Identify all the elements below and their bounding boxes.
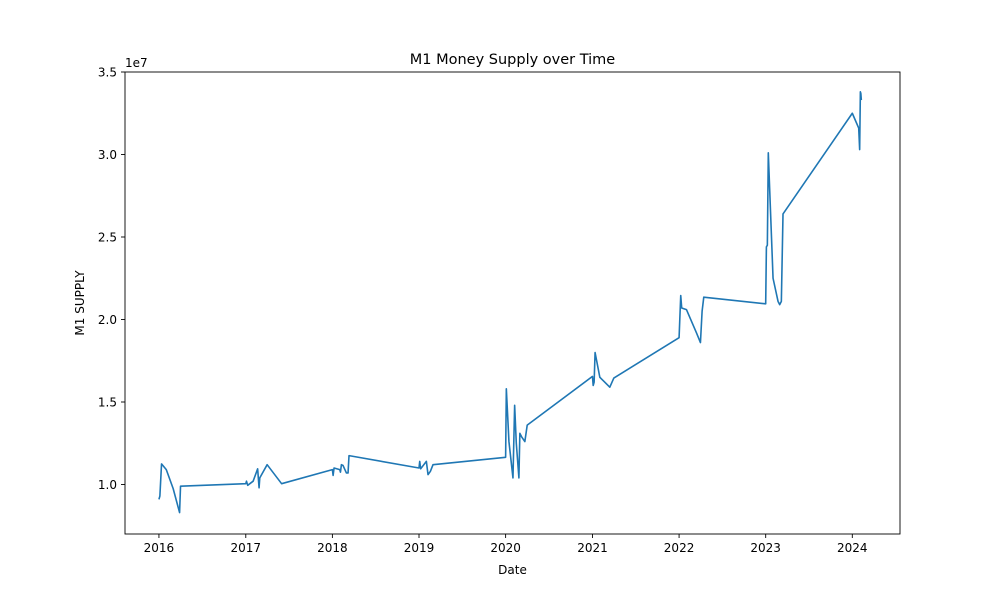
x-tick-label: 2023 [750, 541, 781, 555]
x-tick-label: 2024 [837, 541, 868, 555]
plot-area [125, 72, 900, 534]
y-tick-label: 1.0 [98, 478, 117, 492]
y-axis-label: M1 SUPPLY [73, 270, 87, 336]
series-line [158, 91, 863, 514]
x-tick-label: 2018 [317, 541, 348, 555]
chart-title: M1 Money Supply over Time [410, 52, 616, 68]
y-tick-label: 2.5 [98, 231, 117, 245]
x-tick-label: 2019 [404, 541, 435, 555]
x-axis-label: Date [498, 563, 527, 577]
y-tick-label: 2.0 [98, 313, 117, 327]
x-tick-label: 2016 [144, 541, 175, 555]
x-tick-label: 2017 [231, 541, 262, 555]
x-axis: 2016 2017 2018 2019 2020 2021 2022 2023 2024 [144, 534, 868, 555]
y-tick-label: 1.5 [98, 396, 117, 410]
y-axis: 1.0 1.5 2.0 2.5 3.0 3.5 [98, 66, 125, 492]
y-scale-label: 1e7 [125, 56, 148, 70]
y-tick-label: 3.0 [98, 148, 117, 162]
x-tick-label: 2022 [664, 541, 695, 555]
y-tick-label: 3.5 [98, 66, 117, 80]
x-tick-label: 2020 [490, 541, 521, 555]
x-tick-label: 2021 [577, 541, 608, 555]
plot-frame [124, 71, 901, 535]
